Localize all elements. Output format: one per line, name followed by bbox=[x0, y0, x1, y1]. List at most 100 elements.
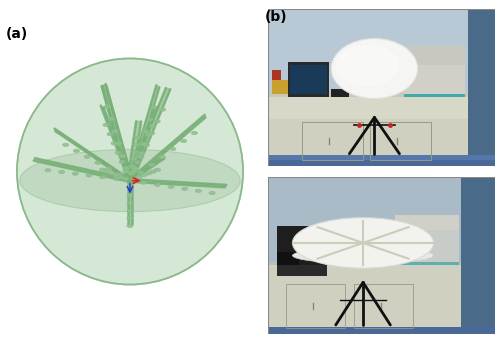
Bar bbox=[354, 284, 413, 328]
Ellipse shape bbox=[100, 175, 106, 179]
Polygon shape bbox=[130, 179, 226, 187]
Ellipse shape bbox=[116, 173, 122, 176]
Bar bbox=[395, 214, 458, 230]
Polygon shape bbox=[128, 88, 170, 181]
Polygon shape bbox=[128, 180, 132, 224]
Bar bbox=[268, 327, 495, 334]
Ellipse shape bbox=[127, 201, 133, 205]
Ellipse shape bbox=[132, 167, 138, 170]
Ellipse shape bbox=[133, 143, 140, 146]
Ellipse shape bbox=[115, 151, 121, 154]
Bar bbox=[302, 122, 363, 160]
Ellipse shape bbox=[143, 130, 149, 133]
Polygon shape bbox=[96, 158, 132, 181]
Ellipse shape bbox=[140, 174, 147, 177]
Ellipse shape bbox=[130, 170, 137, 173]
Bar bbox=[290, 66, 327, 94]
Ellipse shape bbox=[160, 108, 166, 111]
Ellipse shape bbox=[182, 187, 188, 191]
Ellipse shape bbox=[136, 175, 142, 179]
Ellipse shape bbox=[113, 177, 119, 180]
Ellipse shape bbox=[127, 209, 133, 212]
Polygon shape bbox=[128, 107, 158, 181]
Ellipse shape bbox=[112, 130, 118, 133]
Ellipse shape bbox=[170, 147, 176, 151]
Polygon shape bbox=[128, 158, 164, 181]
Ellipse shape bbox=[120, 154, 126, 157]
Ellipse shape bbox=[72, 172, 78, 175]
Ellipse shape bbox=[134, 161, 140, 164]
Ellipse shape bbox=[292, 248, 434, 263]
Ellipse shape bbox=[104, 105, 111, 109]
Bar bbox=[288, 62, 329, 97]
Ellipse shape bbox=[150, 170, 156, 173]
Ellipse shape bbox=[151, 106, 157, 109]
Ellipse shape bbox=[154, 120, 160, 123]
Ellipse shape bbox=[138, 155, 144, 158]
Ellipse shape bbox=[45, 168, 51, 172]
Ellipse shape bbox=[113, 174, 119, 177]
Ellipse shape bbox=[107, 132, 113, 136]
Ellipse shape bbox=[127, 194, 133, 197]
Ellipse shape bbox=[135, 154, 141, 158]
Ellipse shape bbox=[209, 191, 215, 195]
Ellipse shape bbox=[134, 136, 140, 139]
Ellipse shape bbox=[112, 129, 118, 133]
Ellipse shape bbox=[94, 161, 101, 164]
Bar bbox=[268, 155, 495, 160]
Ellipse shape bbox=[58, 170, 64, 174]
Ellipse shape bbox=[130, 165, 136, 168]
Ellipse shape bbox=[148, 131, 155, 135]
Ellipse shape bbox=[17, 58, 243, 285]
Ellipse shape bbox=[331, 38, 418, 98]
Polygon shape bbox=[128, 85, 160, 181]
Bar bbox=[331, 89, 349, 97]
Bar bbox=[404, 46, 466, 66]
Ellipse shape bbox=[336, 45, 400, 86]
Ellipse shape bbox=[154, 168, 160, 172]
Text: (a): (a) bbox=[6, 27, 28, 41]
Polygon shape bbox=[128, 121, 141, 181]
Bar bbox=[268, 94, 468, 119]
Polygon shape bbox=[54, 129, 130, 182]
Ellipse shape bbox=[132, 177, 138, 180]
Ellipse shape bbox=[104, 105, 111, 108]
Bar bbox=[268, 262, 461, 265]
Ellipse shape bbox=[123, 167, 130, 170]
Bar bbox=[268, 119, 468, 166]
Polygon shape bbox=[34, 158, 130, 182]
Polygon shape bbox=[130, 115, 206, 182]
Ellipse shape bbox=[116, 142, 122, 145]
Polygon shape bbox=[100, 106, 132, 181]
Ellipse shape bbox=[142, 142, 148, 146]
Ellipse shape bbox=[108, 172, 114, 175]
Ellipse shape bbox=[128, 172, 134, 175]
Ellipse shape bbox=[140, 181, 147, 184]
Ellipse shape bbox=[159, 155, 166, 158]
Ellipse shape bbox=[116, 142, 122, 145]
Ellipse shape bbox=[146, 172, 152, 175]
Bar bbox=[268, 9, 495, 100]
Bar bbox=[268, 92, 468, 97]
Ellipse shape bbox=[84, 155, 90, 158]
Ellipse shape bbox=[138, 171, 144, 174]
Ellipse shape bbox=[292, 218, 434, 268]
Bar bbox=[404, 94, 466, 97]
Ellipse shape bbox=[146, 133, 152, 137]
Ellipse shape bbox=[130, 157, 137, 161]
Ellipse shape bbox=[148, 163, 154, 166]
Ellipse shape bbox=[131, 167, 137, 170]
Ellipse shape bbox=[108, 118, 114, 121]
Ellipse shape bbox=[138, 152, 144, 155]
Bar bbox=[272, 70, 281, 80]
Ellipse shape bbox=[139, 142, 145, 146]
Ellipse shape bbox=[149, 124, 156, 128]
Ellipse shape bbox=[111, 142, 117, 145]
Bar bbox=[404, 66, 466, 97]
Ellipse shape bbox=[127, 216, 133, 220]
Bar bbox=[276, 226, 326, 265]
Bar bbox=[370, 122, 432, 160]
Ellipse shape bbox=[118, 175, 124, 179]
Ellipse shape bbox=[122, 177, 128, 180]
Ellipse shape bbox=[127, 186, 133, 190]
